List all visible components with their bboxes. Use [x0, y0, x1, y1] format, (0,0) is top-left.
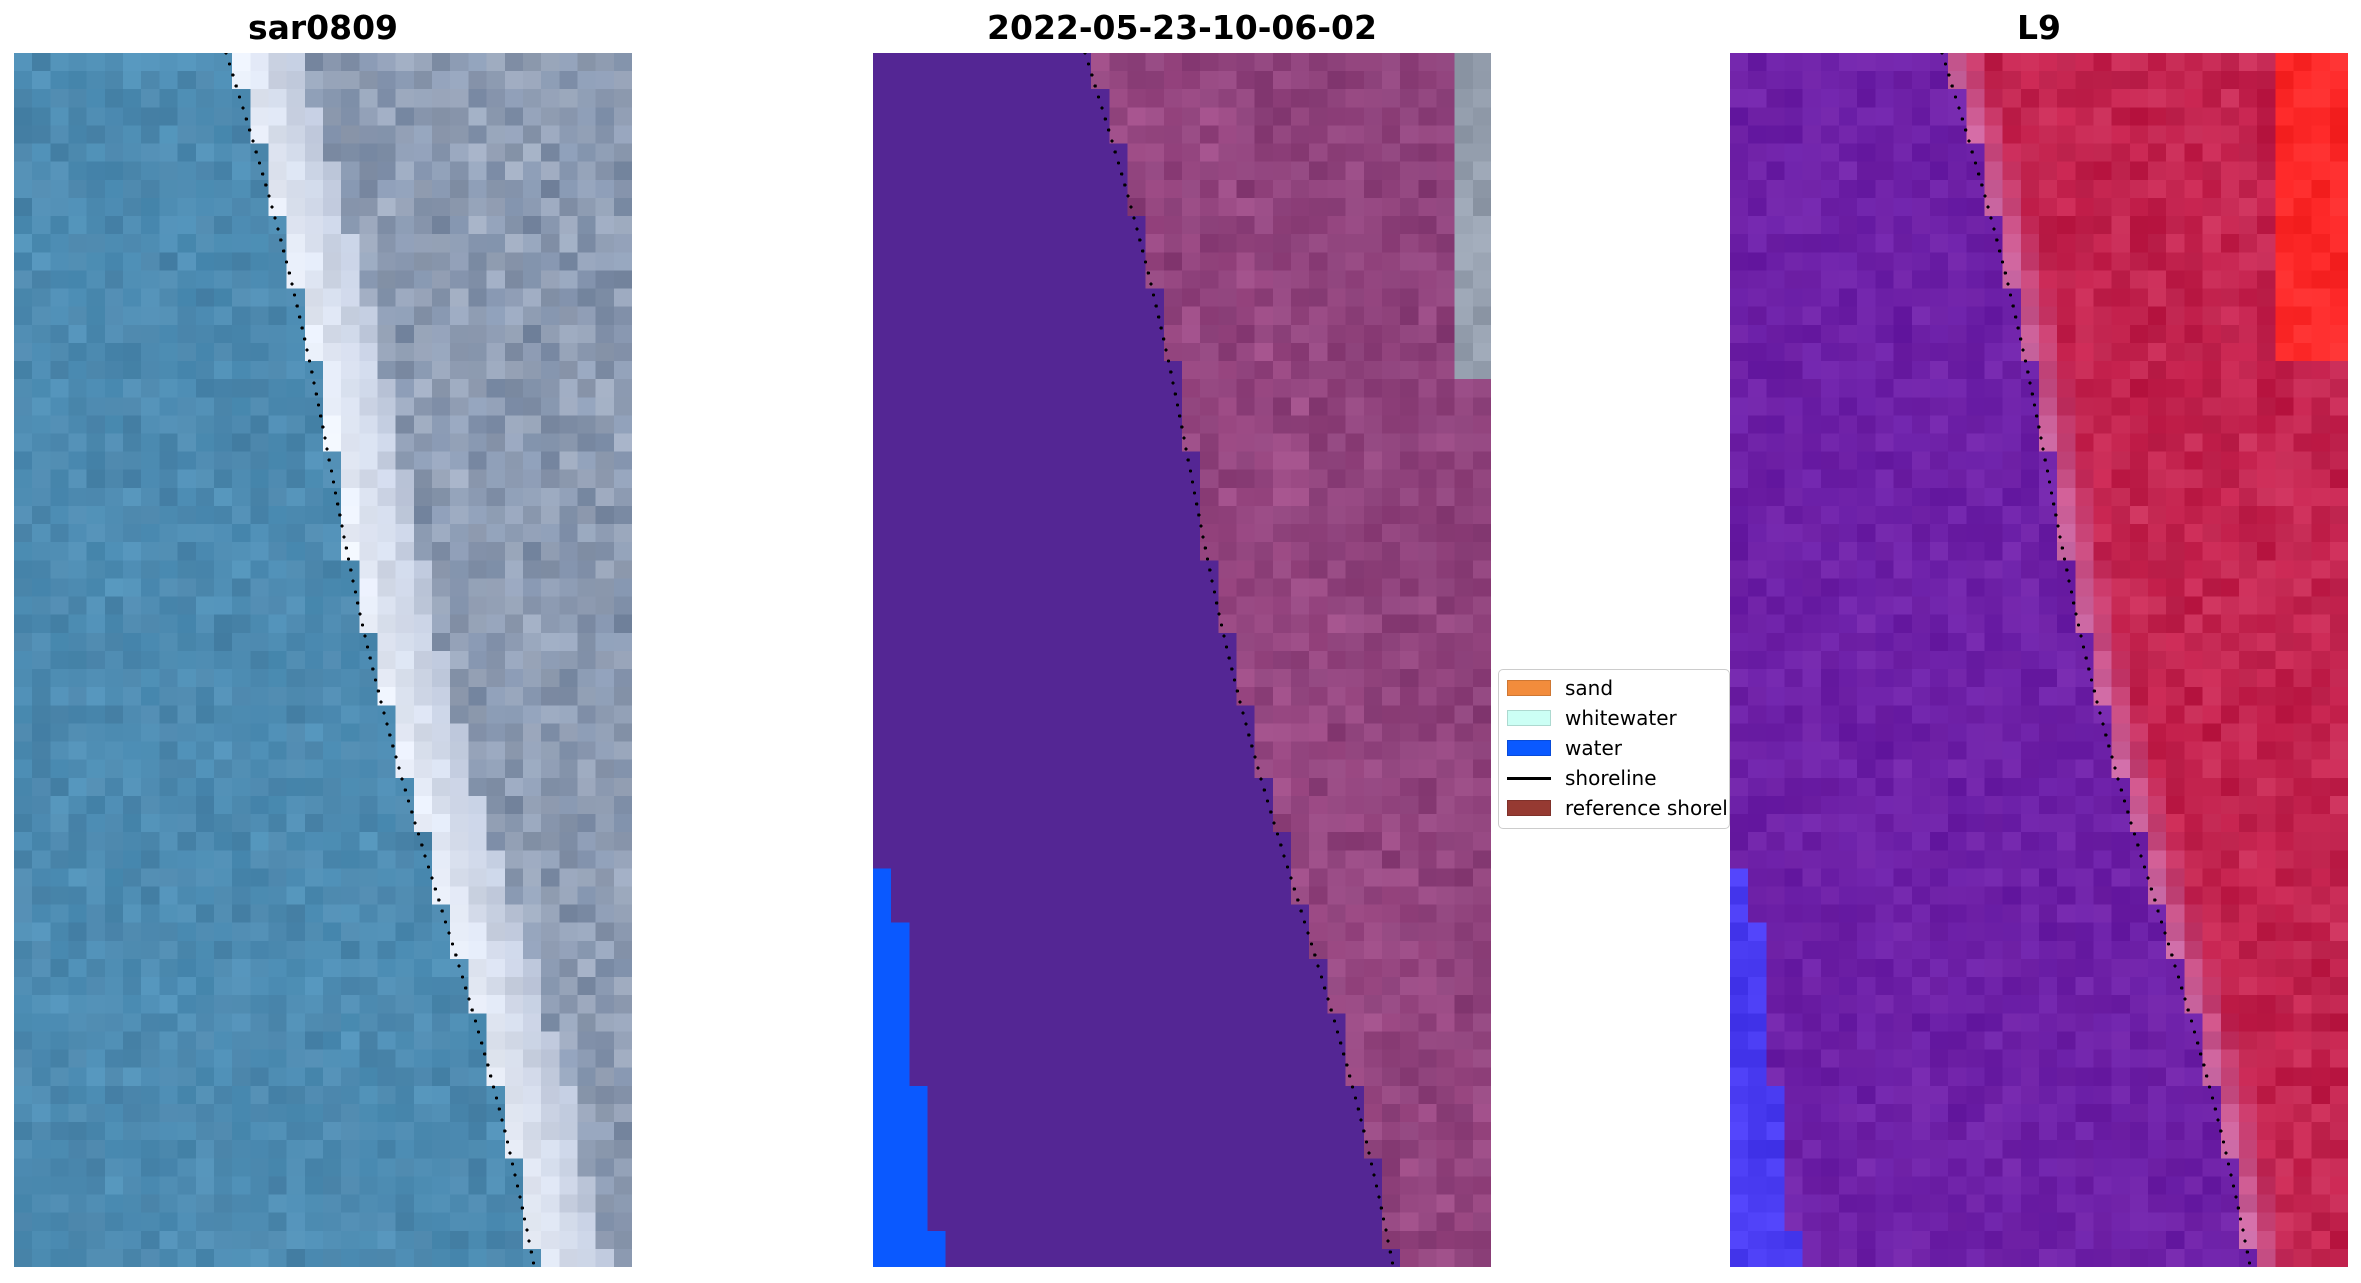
legend-swatch-reference-shoreline — [1507, 800, 1551, 816]
panel-title-rgb: sar0809 — [247, 8, 399, 47]
rgb-image-panel — [14, 53, 632, 1267]
legend-label-sand: sand — [1565, 676, 1614, 700]
legend-item-shoreline: shoreline — [1507, 765, 1657, 791]
classified-image-panel — [873, 53, 1491, 1267]
shoreline-dots — [224, 53, 536, 1265]
legend-swatch-sand — [1507, 680, 1551, 696]
panel-title-classified: 2022-05-23-10-06-02 — [987, 8, 1377, 47]
shoreline-dots — [1083, 53, 1395, 1265]
legend-label-reference-shoreline: reference shoreline — [1565, 796, 1729, 820]
legend-swatch-whitewater — [1507, 710, 1551, 726]
legend-item-water: water — [1507, 735, 1622, 761]
legend-line-shoreline — [1507, 776, 1551, 780]
legend-label-whitewater: whitewater — [1565, 706, 1677, 730]
index-image-panel — [1730, 53, 2348, 1267]
legend-label-shoreline: shoreline — [1565, 766, 1657, 790]
shoreline-dots — [1940, 53, 2252, 1265]
legend-item-whitewater: whitewater — [1507, 705, 1677, 731]
legend-item-reference-shoreline: reference shoreline — [1507, 795, 1729, 821]
legend-label-water: water — [1565, 736, 1622, 760]
legend-swatch-water — [1507, 740, 1551, 756]
legend: sand whitewater water shoreline referenc… — [1498, 669, 1730, 829]
legend-item-sand: sand — [1507, 675, 1613, 701]
panel-title-index: L9 — [2017, 8, 2061, 47]
